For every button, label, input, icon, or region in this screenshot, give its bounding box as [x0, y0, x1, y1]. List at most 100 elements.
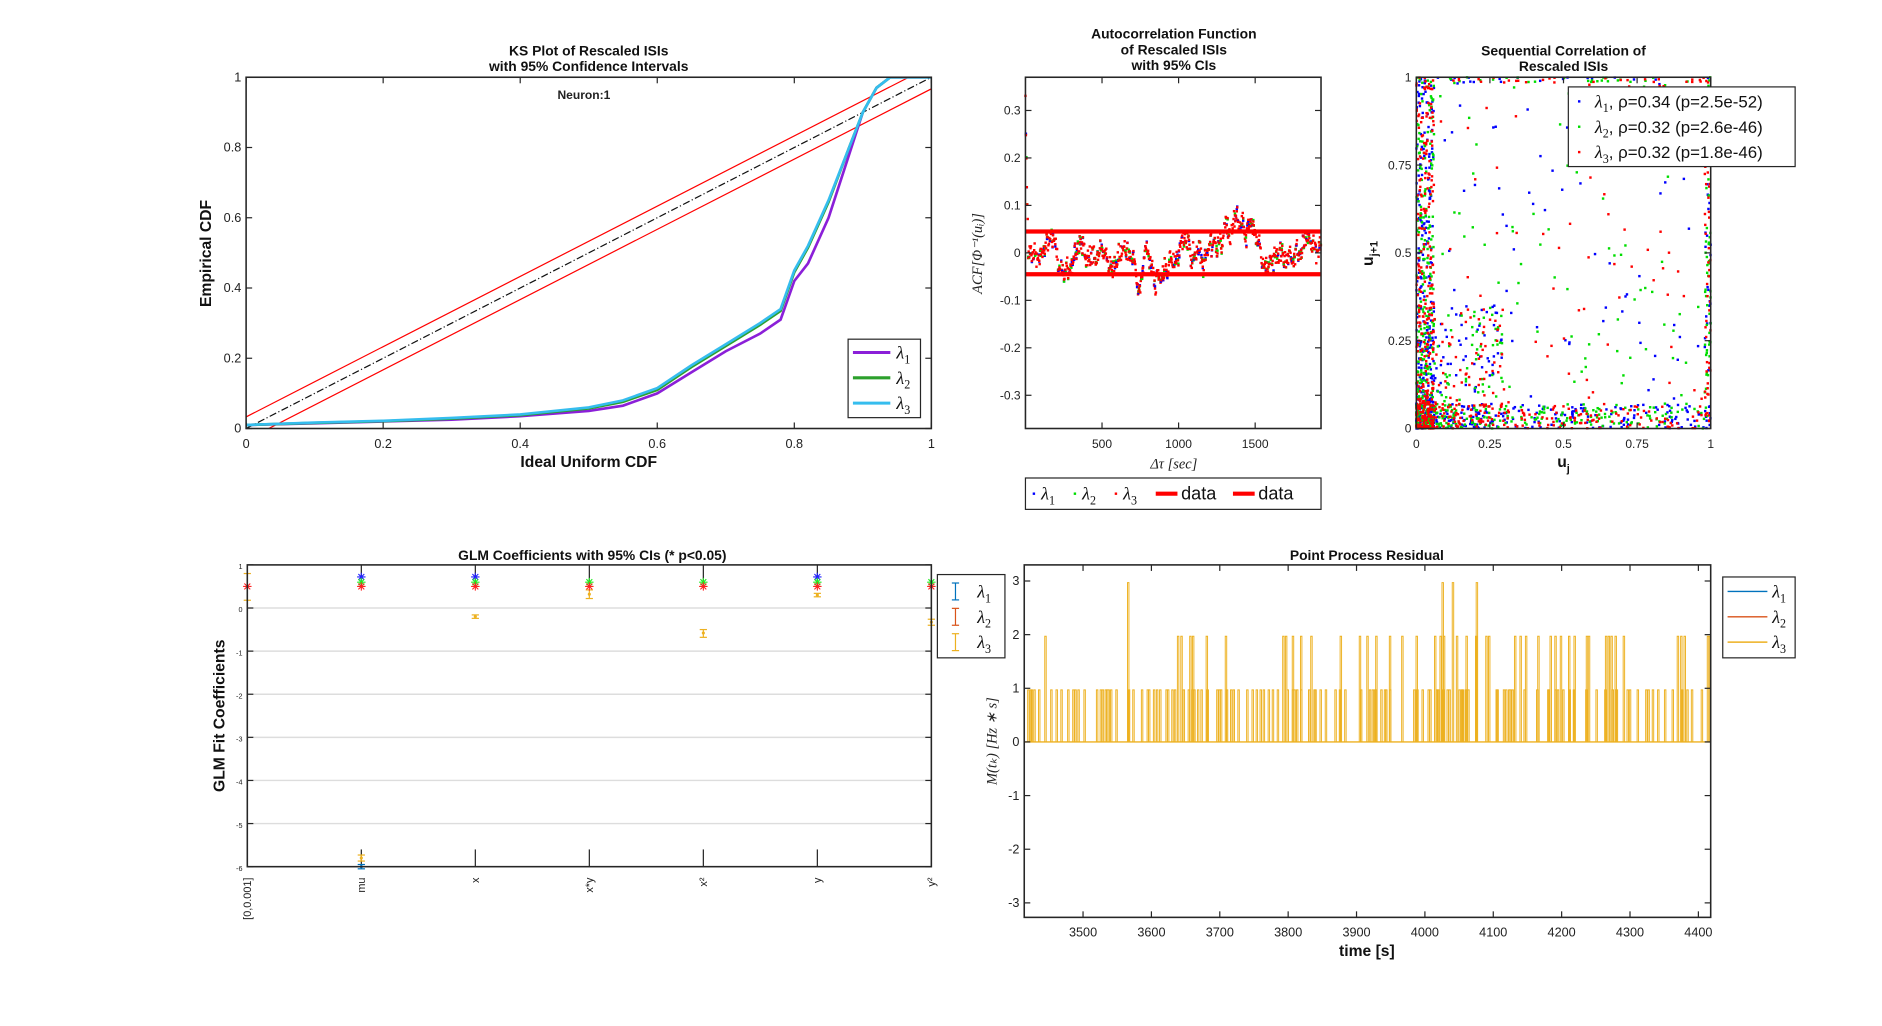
seq-point [1652, 378, 1655, 381]
seq-point [1608, 415, 1611, 418]
seq-point [1638, 274, 1641, 278]
acf-point [1314, 242, 1317, 246]
acf-point [1198, 241, 1202, 244]
seq-point [1522, 412, 1526, 415]
acf-point [1274, 261, 1278, 264]
seq-point [1426, 130, 1429, 134]
seq-point [1674, 417, 1677, 421]
acf-point [1113, 255, 1116, 259]
acf-point [1200, 260, 1204, 264]
seq-point [1706, 285, 1709, 289]
residual-spike [1067, 689, 1070, 742]
seq-point [1419, 410, 1422, 414]
seq-point [1424, 362, 1428, 366]
seq-point [1420, 173, 1424, 177]
seq-point [1671, 424, 1674, 427]
seq-point [1425, 318, 1429, 321]
seq-point [1464, 377, 1468, 381]
seq-point [1507, 79, 1511, 82]
seq-point [1416, 293, 1419, 297]
seq-point [1502, 388, 1506, 391]
seq-point [1426, 322, 1429, 325]
residual-spike [1439, 635, 1442, 742]
seq-point [1546, 423, 1550, 427]
seq-point [1431, 147, 1434, 150]
acf-point [1232, 209, 1236, 213]
residual-spike [1166, 689, 1170, 742]
acf-point [1243, 232, 1246, 236]
acf-point [1283, 254, 1286, 258]
seq-point [1705, 323, 1708, 327]
seq-point [1707, 84, 1710, 88]
seq-point [1500, 353, 1504, 356]
seq-point [1586, 79, 1590, 83]
seq-point [1663, 422, 1666, 425]
seq-legend-marker [1577, 100, 1581, 103]
seq-point [1429, 272, 1432, 276]
seq-title-line1: Sequential Correlation of [1481, 43, 1646, 59]
acf-point [1040, 250, 1044, 254]
seq-point [1444, 386, 1448, 389]
acf-point [1248, 225, 1251, 228]
seq-point [1685, 409, 1688, 412]
residual-spike [1324, 689, 1328, 742]
residual-spike [1291, 635, 1295, 742]
acf-point [1138, 289, 1141, 292]
seq-point [1587, 396, 1591, 399]
residual-spike [1099, 689, 1103, 742]
acf-point [1150, 263, 1153, 266]
acf-point [1252, 220, 1255, 223]
glm-legend-label: λ2 [976, 607, 991, 631]
seq-point [1533, 420, 1536, 424]
seq-point [1441, 371, 1445, 375]
acf-point [1301, 247, 1304, 250]
residual-spike [1140, 689, 1144, 742]
acf-legend-marker [1114, 492, 1118, 495]
seq-point [1423, 332, 1426, 336]
residual-spike [1030, 689, 1034, 742]
acf-point [1137, 286, 1141, 290]
seq-point [1485, 106, 1488, 110]
seq-point [1439, 95, 1442, 98]
seq-point [1610, 409, 1613, 413]
seq-point [1471, 226, 1474, 229]
acf-point [1230, 223, 1233, 227]
seq-point [1511, 416, 1514, 419]
seq-point [1532, 212, 1535, 216]
acf-point [1303, 236, 1306, 239]
seq-point [1430, 108, 1433, 111]
seq-point [1479, 345, 1482, 348]
acf-point [1154, 293, 1157, 296]
acf-point [1073, 244, 1076, 248]
seq-point [1420, 224, 1424, 228]
seq-point [1467, 405, 1471, 408]
acf-point [1215, 244, 1218, 248]
seq-point [1421, 227, 1425, 230]
seq-point [1577, 413, 1581, 417]
seq-point [1424, 214, 1427, 217]
seq-point [1616, 79, 1620, 82]
seq-point [1432, 84, 1435, 88]
acf-point [1174, 255, 1177, 258]
seq-point [1524, 81, 1528, 84]
acf-point [1213, 236, 1216, 240]
residual-spike [1224, 635, 1228, 742]
seq-point [1431, 404, 1434, 407]
acf-point [1252, 218, 1255, 222]
residual-spike [1573, 635, 1576, 742]
acf-point [1246, 221, 1250, 225]
seq-point [1424, 331, 1428, 335]
seq-point [1428, 116, 1432, 120]
seq-point [1538, 412, 1541, 416]
acf-point [1090, 262, 1093, 265]
acf-point [1131, 261, 1134, 264]
seq-point [1429, 130, 1433, 133]
seq-legend-box [1567, 86, 1796, 168]
seq-point [1420, 145, 1424, 149]
acf-point [1287, 261, 1290, 265]
seq-point [1436, 403, 1439, 406]
seq-point [1474, 358, 1478, 361]
seq-point [1428, 333, 1431, 336]
seq-point [1499, 80, 1503, 84]
acf-point [1259, 247, 1262, 250]
